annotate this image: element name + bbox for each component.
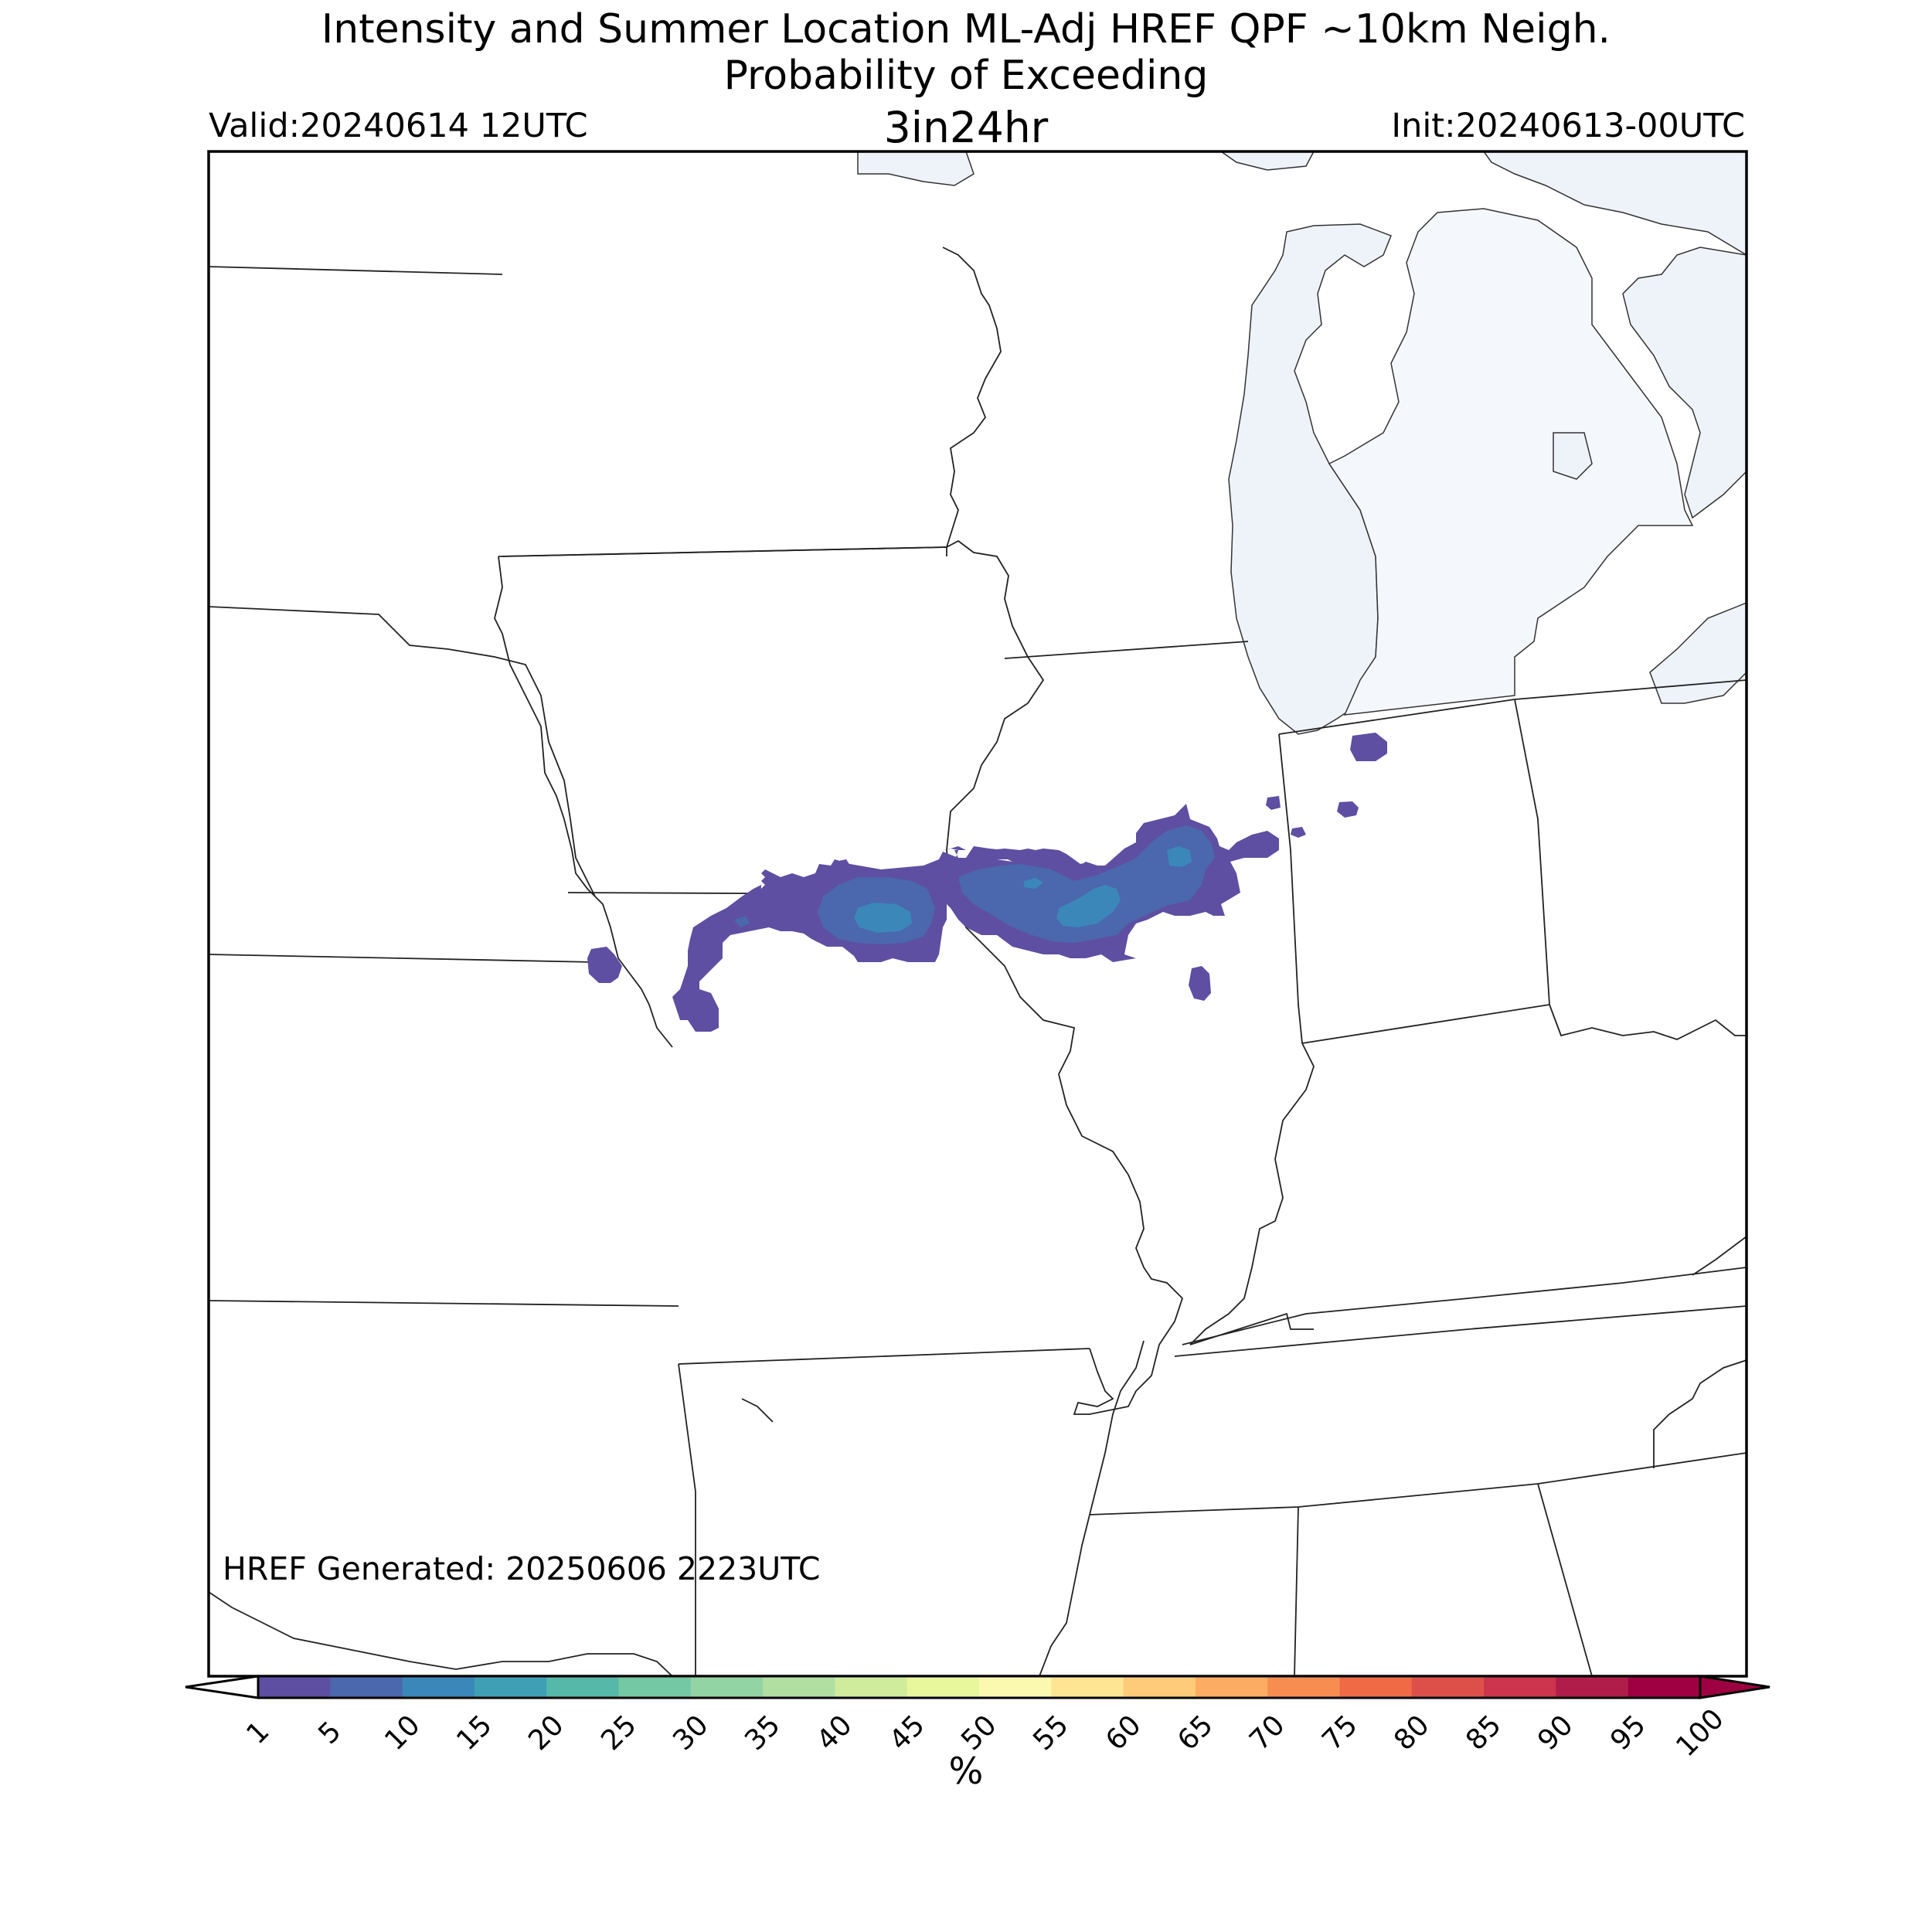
colorbar-swatch <box>474 1676 547 1698</box>
colorbar-unit-label: % <box>948 1750 984 1793</box>
colorbar-swatch <box>618 1676 692 1698</box>
colorbar-swatch <box>1339 1676 1413 1698</box>
threshold-label: 3in24hr <box>883 103 1049 152</box>
colorbar-high-extension <box>1699 1675 1770 1699</box>
colorbar-swatch <box>1123 1676 1196 1698</box>
colorbar-swatch <box>1051 1676 1124 1698</box>
colorbar-swatch <box>402 1676 475 1698</box>
colorbar-swatch <box>979 1676 1052 1698</box>
colorbar-swatch <box>1628 1676 1701 1698</box>
colorbar-swatch <box>763 1676 835 1698</box>
probability-field <box>587 733 1387 1032</box>
michigan-lower-peninsula <box>1328 208 1694 716</box>
init-time: Init:20240613-00UTC <box>1391 107 1745 145</box>
lake-erie <box>1649 602 1747 704</box>
colorbar-swatch <box>1556 1676 1629 1698</box>
state-borders <box>209 247 1747 1676</box>
colorbar-swatch <box>906 1676 980 1698</box>
lake-superior <box>857 151 1747 256</box>
colorbar-swatch <box>1411 1676 1485 1698</box>
colorbar-swatch <box>1195 1676 1268 1698</box>
prob-10-15 <box>854 846 1192 933</box>
colorbar-swatch <box>1267 1676 1340 1698</box>
colorbar-swatches <box>258 1676 1701 1698</box>
lake-huron <box>1553 247 1747 519</box>
colorbar-swatch <box>1484 1676 1556 1698</box>
prob-1-5 <box>672 804 1279 1032</box>
valid-time: Valid:20240614 12UTC <box>209 107 588 145</box>
generated-timestamp: HREF Generated: 20250606 2223UTC <box>223 1550 821 1587</box>
colorbar-swatch <box>690 1676 764 1698</box>
colorbar-swatch <box>546 1676 619 1698</box>
colorbar-swatch <box>835 1676 908 1698</box>
colorbar-swatch <box>258 1676 331 1698</box>
colorbar-low-extension <box>185 1675 260 1699</box>
colorbar-outline <box>257 1675 1702 1699</box>
colorbar-swatch <box>330 1676 403 1698</box>
map-title-line-2: Probability of Exceeding <box>723 53 1209 99</box>
map-title-line-1: Intensity and Summer Location ML-Adj HRE… <box>321 6 1611 53</box>
